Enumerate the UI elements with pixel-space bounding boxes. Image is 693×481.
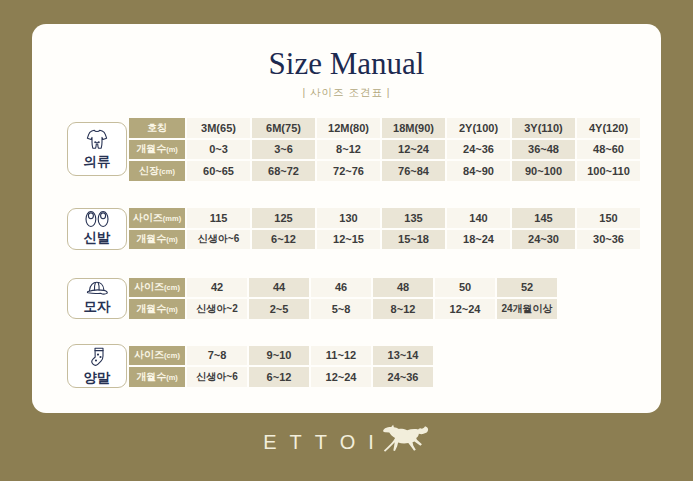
row-header: 개월수(m) — [129, 140, 185, 160]
row-header: 호칭 — [129, 118, 185, 138]
size-table-socks: 사이즈(cm)7~89~1011~1213~14개월수(m)신생아~66~121… — [127, 344, 435, 389]
row-header: 신장(cm) — [129, 161, 185, 181]
size-cell: 13~14 — [373, 346, 433, 366]
brand-logo: ETTOI — [0, 430, 693, 455]
size-cell: 3M(65) — [187, 118, 250, 138]
size-cell: 2~5 — [249, 299, 309, 319]
row-header: 개월수(m) — [129, 367, 185, 387]
horse-icon — [382, 422, 430, 455]
size-cell: 150 — [577, 208, 640, 228]
page-title: Size Manual — [32, 24, 661, 82]
size-cell: 8~12 — [317, 140, 380, 160]
size-section-hat: 모자사이즈(cm)424446485052개월수(m)신생아~22~55~88~… — [67, 276, 559, 321]
size-section-shoes: 신발사이즈(mm)115125130135140145150개월수(m)신생아~… — [67, 206, 642, 251]
category-box-shoes: 신발 — [67, 208, 127, 250]
brand-name: ETTOI — [263, 431, 387, 454]
size-cell: 신생아~2 — [187, 299, 247, 319]
size-cell: 12~15 — [317, 230, 380, 250]
table-row: 개월수(m)신생아~66~1212~2424~36 — [129, 367, 433, 387]
size-cell: 24~36 — [447, 140, 510, 160]
size-manual-card: Size Manual | 사이즈 조견표 | 의류 호칭3M(65)6M(75)… — [32, 24, 661, 413]
row-header: 사이즈(cm) — [129, 278, 185, 298]
size-cell: 0~3 — [187, 140, 250, 160]
size-cell: 46 — [311, 278, 371, 298]
category-box-socks: 양말 — [67, 344, 127, 388]
size-cell: 3~6 — [252, 140, 315, 160]
size-cell: 24개월이상 — [497, 299, 557, 319]
size-cell: 18~24 — [447, 230, 510, 250]
category-label-hat: 모자 — [84, 298, 111, 316]
size-cell: 52 — [497, 278, 557, 298]
size-section-clothing: 의류 호칭3M(65)6M(75)12M(80)18M(90)2Y(100)3Y(… — [67, 116, 642, 183]
size-cell: 72~76 — [317, 161, 380, 181]
size-cell: 신생아~6 — [187, 367, 247, 387]
size-cell: 2Y(100) — [447, 118, 510, 138]
size-cell: 68~72 — [252, 161, 315, 181]
category-box-clothing: 의류 — [67, 122, 127, 176]
table-row: 신장(cm)60~6568~7272~7676~8484~9090~100100… — [129, 161, 640, 181]
size-cell: 4Y(120) — [577, 118, 640, 138]
size-cell: 135 — [382, 208, 445, 228]
size-table-shoes: 사이즈(mm)115125130135140145150개월수(m)신생아~66… — [127, 206, 642, 251]
size-cell: 신생아~6 — [187, 230, 250, 250]
size-cell: 15~18 — [382, 230, 445, 250]
row-header: 개월수(m) — [129, 299, 185, 319]
category-label-shoes: 신발 — [84, 229, 111, 247]
size-cell: 8~12 — [373, 299, 433, 319]
cap-icon — [85, 280, 110, 297]
row-header: 사이즈(cm) — [129, 346, 185, 366]
size-cell: 44 — [249, 278, 309, 298]
size-cell: 11~12 — [311, 346, 371, 366]
size-cell: 100~110 — [577, 161, 640, 181]
page-subtitle: | 사이즈 조견표 | — [32, 86, 661, 100]
size-cell: 30~36 — [577, 230, 640, 250]
size-cell: 125 — [252, 208, 315, 228]
size-cell: 48~60 — [577, 140, 640, 160]
table-row: 개월수(m)신생아~66~1212~1515~1818~2424~3030~36 — [129, 230, 640, 250]
size-cell: 24~30 — [512, 230, 575, 250]
size-cell: 24~36 — [373, 367, 433, 387]
size-cell: 6M(75) — [252, 118, 315, 138]
size-cell: 12M(80) — [317, 118, 380, 138]
size-cell: 7~8 — [187, 346, 247, 366]
size-table-hat: 사이즈(cm)424446485052개월수(m)신생아~22~55~88~12… — [127, 276, 559, 321]
size-cell: 48 — [373, 278, 433, 298]
table-row: 사이즈(cm)7~89~1011~1213~14 — [129, 346, 433, 366]
size-cell: 9~10 — [249, 346, 309, 366]
size-cell: 145 — [512, 208, 575, 228]
size-cell: 6~12 — [249, 367, 309, 387]
category-box-hat: 모자 — [67, 278, 127, 319]
sock-icon — [87, 346, 107, 368]
size-cell: 130 — [317, 208, 380, 228]
size-cell: 36~48 — [512, 140, 575, 160]
size-cell: 90~100 — [512, 161, 575, 181]
size-cell: 12~24 — [311, 367, 371, 387]
size-cell: 42 — [187, 278, 247, 298]
size-cell: 5~8 — [311, 299, 371, 319]
shoes-icon — [84, 210, 110, 228]
table-row: 사이즈(cm)424446485052 — [129, 278, 557, 298]
table-row: 사이즈(mm)115125130135140145150 — [129, 208, 640, 228]
table-row: 호칭3M(65)6M(75)12M(80)18M(90)2Y(100)3Y(11… — [129, 118, 640, 138]
size-cell: 6~12 — [252, 230, 315, 250]
size-cell: 12~24 — [435, 299, 495, 319]
size-table-clothing: 호칭3M(65)6M(75)12M(80)18M(90)2Y(100)3Y(11… — [127, 116, 642, 183]
category-label-clothing: 의류 — [84, 153, 111, 171]
size-section-socks: 양말사이즈(cm)7~89~1011~1213~14개월수(m)신생아~66~1… — [67, 344, 435, 389]
size-cell: 18M(90) — [382, 118, 445, 138]
size-cell: 140 — [447, 208, 510, 228]
category-label-socks: 양말 — [84, 369, 111, 387]
size-cell: 3Y(110) — [512, 118, 575, 138]
size-cell: 115 — [187, 208, 250, 228]
size-cell: 84~90 — [447, 161, 510, 181]
onesie-icon — [85, 128, 109, 152]
row-header: 사이즈(mm) — [129, 208, 185, 228]
size-cell: 76~84 — [382, 161, 445, 181]
row-header: 개월수(m) — [129, 230, 185, 250]
table-row: 개월수(m)신생아~22~55~88~1212~2424개월이상 — [129, 299, 557, 319]
size-cell: 12~24 — [382, 140, 445, 160]
table-row: 개월수(m)0~33~68~1212~2424~3636~4848~60 — [129, 140, 640, 160]
size-cell: 60~65 — [187, 161, 250, 181]
size-cell: 50 — [435, 278, 495, 298]
